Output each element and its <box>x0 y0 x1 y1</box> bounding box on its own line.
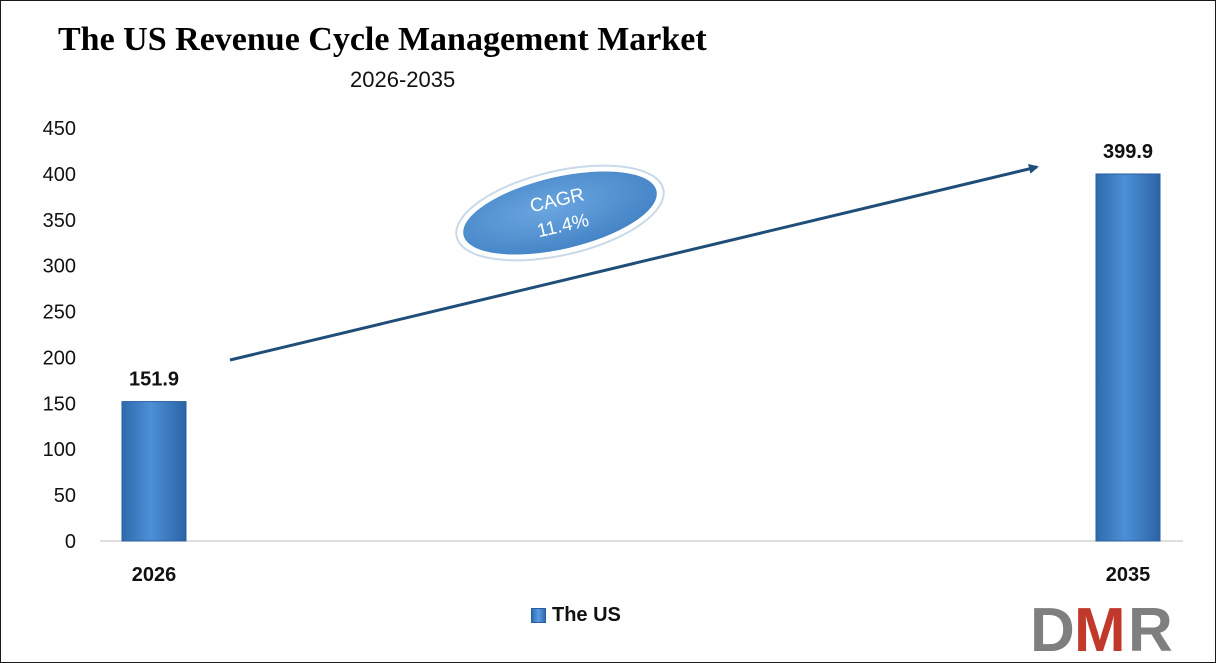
y-tick-label: 450 <box>43 118 76 140</box>
data-label: 151.9 <box>129 369 179 391</box>
y-axis: 0 50 100 150 200 250 300 350 400 450 <box>43 118 76 553</box>
y-tick-label: 50 <box>54 485 76 507</box>
y-tick-label: 0 <box>65 531 76 553</box>
y-tick-label: 300 <box>43 256 76 278</box>
svg-text:M: M <box>1074 598 1126 658</box>
y-tick-label: 350 <box>43 210 76 232</box>
data-label: 399.9 <box>1103 141 1153 163</box>
legend-swatch <box>531 608 546 623</box>
y-tick-label: 200 <box>43 347 76 369</box>
dmr-logo: D M R <box>1030 598 1173 658</box>
chart-title: The US Revenue Cycle Management Market <box>58 21 707 58</box>
legend-label: The US <box>552 604 621 626</box>
x-tick-label: 2026 <box>132 564 177 586</box>
bar-2026 <box>121 401 187 542</box>
y-tick-label: 400 <box>43 164 76 186</box>
bars: 151.9 2026 399.9 2035 <box>121 141 1161 586</box>
chart-subtitle: 2026-2035 <box>350 67 456 92</box>
cagr-badge: CAGR 11.4% <box>455 164 665 262</box>
y-tick-label: 100 <box>43 439 76 461</box>
trend-arrow <box>229 163 1039 362</box>
y-tick-label: 250 <box>43 302 76 324</box>
legend: The US <box>531 604 621 627</box>
svg-text:R: R <box>1128 598 1173 658</box>
svg-text:D: D <box>1030 598 1075 658</box>
bar-2035 <box>1095 173 1161 542</box>
x-tick-label: 2035 <box>1106 564 1151 586</box>
y-tick-label: 150 <box>43 393 76 415</box>
